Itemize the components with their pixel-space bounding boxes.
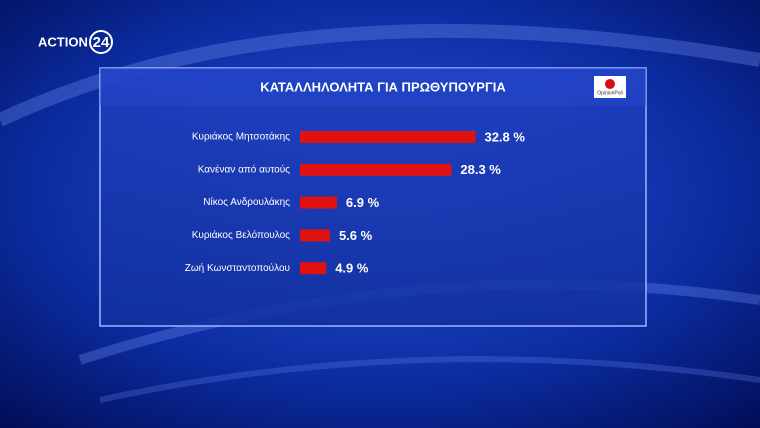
value-label: 6.9 % [346, 195, 380, 210]
logo-number: 24 [93, 34, 110, 51]
category-label: Κυριάκος Μητσοτάκης [192, 131, 290, 143]
pollster-name: OpinionPoll [597, 90, 623, 96]
value-label: 28.3 % [460, 162, 501, 177]
swoosh [99, 356, 760, 403]
bar [300, 131, 476, 143]
title-band [100, 68, 646, 106]
value-label: 5.6 % [339, 228, 373, 243]
panel [99, 67, 647, 327]
category-label: Κανέναν από αυτούς [198, 163, 290, 175]
chart-title: ΚΑΤΑΛΛΗΛΟΛΗΤΑ ΓΙΑ ΠΡΩΘΥΠΟΥΡΓΙΑ [260, 79, 506, 94]
bar [300, 163, 452, 176]
swoosh [0, 23, 760, 127]
value-label: 4.9 % [335, 261, 369, 276]
pollster-icon [605, 79, 615, 89]
category-label: Ζωή Κωνσταντοπούλου [185, 262, 290, 274]
logo-ring [89, 30, 113, 54]
value-label: 32.8 % [484, 129, 525, 144]
category-label: Νίκος Ανδρουλάκης [203, 196, 290, 208]
bar [300, 196, 337, 209]
bar [300, 229, 330, 242]
category-label: Κυριάκος Βελόπουλος [192, 229, 290, 241]
logo-text: ACTION [38, 34, 88, 49]
bar [300, 262, 327, 275]
